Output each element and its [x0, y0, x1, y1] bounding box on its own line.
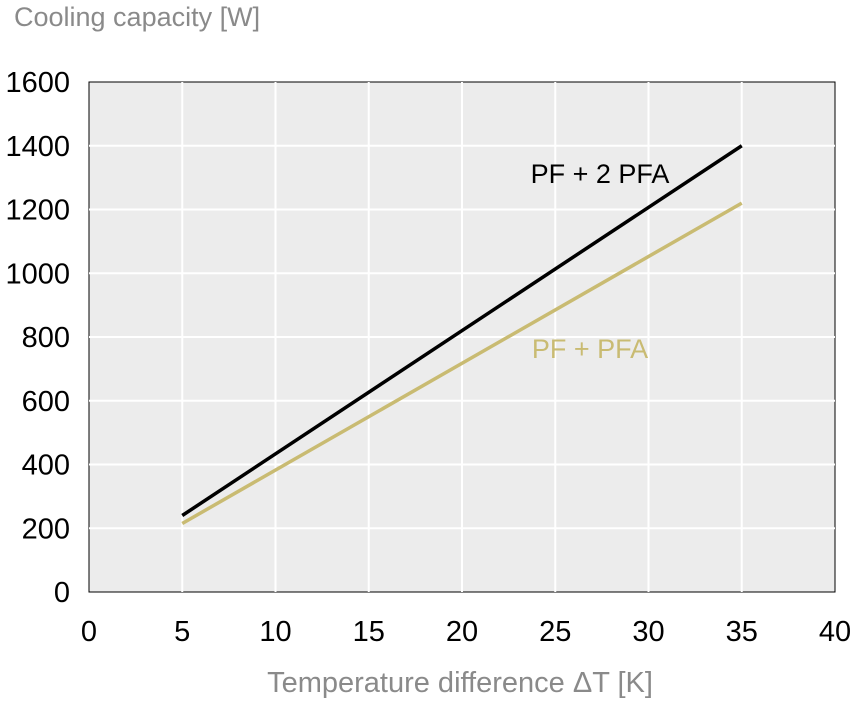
x-tick-label: 15 [353, 616, 385, 648]
y-tick-label: 800 [22, 322, 70, 354]
y-tick-label: 1400 [5, 131, 70, 163]
series-label: PF + 2 PFA [531, 159, 670, 189]
y-tick-label: 1000 [5, 258, 70, 290]
y-tick-labels: 0 200 400 600 800 1000 1200 1400 1600 [5, 67, 70, 609]
y-tick-label: 600 [22, 386, 70, 418]
y-tick-label: 1200 [5, 195, 70, 227]
series-line [181, 201, 743, 525]
x-tick-labels: 0 5 10 15 20 25 30 35 40 [81, 616, 851, 648]
x-tick-label: 0 [81, 616, 97, 648]
x-tick-label: 10 [259, 616, 291, 648]
x-tick-label: 5 [174, 616, 190, 648]
x-axis-title: Temperature difference ΔT [K] [267, 667, 653, 699]
series-line [181, 144, 743, 517]
y-tick-label: 400 [22, 450, 70, 482]
y-axis-title: Cooling capacity [W] [14, 2, 260, 32]
series-label: PF + PFA [532, 334, 648, 364]
x-tick-label: 20 [446, 616, 478, 648]
x-tick-label: 25 [539, 616, 571, 648]
series-lines [181, 144, 743, 525]
y-tick-label: 0 [54, 577, 70, 609]
y-tick-label: 1600 [5, 67, 70, 99]
x-tick-label: 30 [632, 616, 664, 648]
series-labels: PF + 2 PFA PF + PFA [531, 159, 670, 364]
grid [89, 82, 835, 592]
x-tick-label: 40 [819, 616, 851, 648]
y-tick-label: 200 [22, 513, 70, 545]
x-tick-label: 35 [726, 616, 758, 648]
